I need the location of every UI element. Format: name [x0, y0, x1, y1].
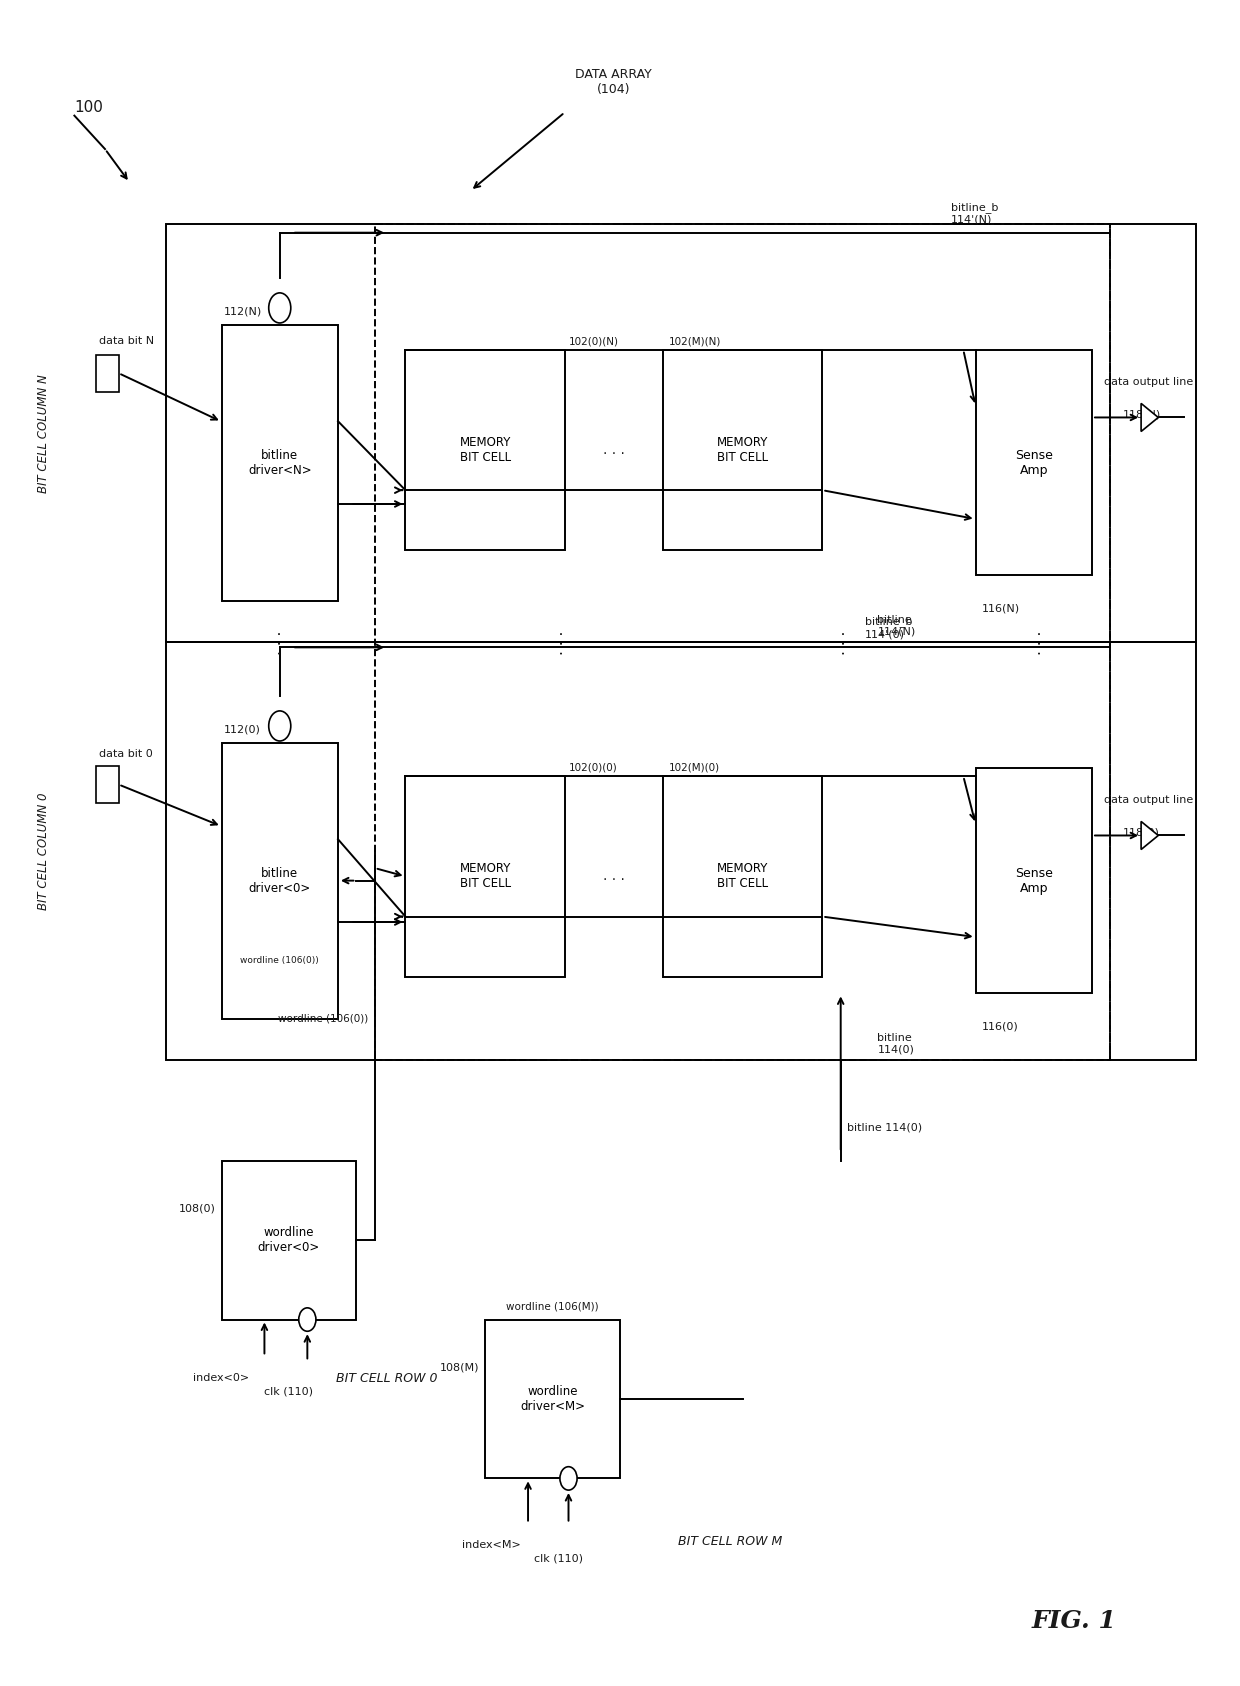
Text: 116(N): 116(N): [982, 604, 1019, 614]
Text: bitline
114(0): bitline 114(0): [878, 1034, 914, 1054]
Text: data output line: data output line: [1105, 796, 1194, 806]
Bar: [485, 1320, 620, 1479]
Text: . . .: . . .: [269, 631, 284, 654]
Text: index<M>: index<M>: [461, 1541, 521, 1551]
Text: 102(M)(N): 102(M)(N): [670, 337, 722, 346]
Bar: [166, 642, 1197, 1060]
Polygon shape: [1141, 821, 1158, 850]
Text: bitline_b
114'(N): bitline_b 114'(N): [951, 202, 998, 224]
Bar: [976, 349, 1092, 575]
Polygon shape: [1141, 403, 1158, 432]
Text: . . .: . . .: [833, 631, 848, 654]
Text: . . .: . . .: [603, 443, 625, 457]
Text: FIG. 1: FIG. 1: [1032, 1608, 1116, 1632]
Text: . . .: . . .: [552, 631, 567, 654]
Circle shape: [269, 293, 291, 324]
Bar: [97, 354, 119, 391]
Text: bitline_b
114'(0): bitline_b 114'(0): [866, 617, 913, 639]
Text: Sense
Amp: Sense Amp: [1014, 867, 1053, 895]
Text: MEMORY
BIT CELL: MEMORY BIT CELL: [717, 863, 769, 890]
Text: 108(M): 108(M): [439, 1362, 479, 1372]
Text: bitline
114(N): bitline 114(N): [878, 615, 915, 636]
Text: data bit N: data bit N: [99, 337, 154, 346]
Text: wordline
driver<0>: wordline driver<0>: [258, 1226, 320, 1254]
Bar: [222, 1160, 356, 1320]
Text: clk (110): clk (110): [264, 1386, 314, 1396]
Text: data output line: data output line: [1105, 378, 1194, 388]
Bar: [222, 325, 339, 600]
Text: MEMORY
BIT CELL: MEMORY BIT CELL: [717, 437, 769, 464]
Bar: [166, 224, 1197, 642]
Circle shape: [269, 711, 291, 742]
Text: 118(0): 118(0): [1122, 828, 1159, 838]
Circle shape: [560, 1467, 577, 1490]
Text: 100: 100: [74, 99, 103, 115]
Text: clk (110): clk (110): [534, 1554, 583, 1563]
Text: . . .: . . .: [603, 870, 625, 883]
Text: MEMORY
BIT CELL: MEMORY BIT CELL: [460, 437, 511, 464]
Text: wordline (106(0)): wordline (106(0)): [241, 956, 319, 964]
Text: 108(0): 108(0): [179, 1204, 216, 1214]
Text: 102(M)(0): 102(M)(0): [670, 762, 720, 772]
Text: BIT CELL ROW 0: BIT CELL ROW 0: [336, 1372, 438, 1384]
Text: Sense
Amp: Sense Amp: [1014, 448, 1053, 477]
Circle shape: [299, 1308, 316, 1332]
Bar: [663, 776, 822, 976]
Text: wordline (106(M)): wordline (106(M)): [506, 1302, 599, 1312]
Text: index<0>: index<0>: [193, 1372, 249, 1383]
Text: BIT CELL ROW M: BIT CELL ROW M: [678, 1536, 782, 1548]
Bar: [97, 765, 119, 803]
Text: 102(0)(N): 102(0)(N): [568, 337, 619, 346]
Text: 102(0)(0): 102(0)(0): [568, 762, 618, 772]
Bar: [222, 742, 339, 1018]
Text: wordline (106(0)): wordline (106(0)): [279, 1013, 368, 1023]
Bar: [374, 224, 1111, 1060]
Text: 112(0): 112(0): [224, 725, 260, 735]
Bar: [405, 349, 565, 550]
Text: 116(0): 116(0): [982, 1022, 1018, 1032]
Text: . . .: . . .: [1029, 631, 1044, 654]
Text: bitline 114(0): bitline 114(0): [847, 1123, 923, 1133]
Text: 118(N): 118(N): [1122, 410, 1161, 420]
Text: bitline
driver<0>: bitline driver<0>: [249, 867, 311, 895]
Bar: [663, 349, 822, 550]
Text: data bit 0: data bit 0: [99, 749, 153, 759]
Text: DATA ARRAY
(104): DATA ARRAY (104): [575, 67, 652, 96]
Text: wordline
driver<M>: wordline driver<M>: [520, 1384, 585, 1413]
Text: BIT CELL COLUMN 0: BIT CELL COLUMN 0: [37, 792, 51, 910]
Text: MEMORY
BIT CELL: MEMORY BIT CELL: [460, 863, 511, 890]
Text: 112(N): 112(N): [224, 307, 262, 317]
Text: BIT CELL COLUMN N: BIT CELL COLUMN N: [37, 374, 51, 492]
Bar: [405, 776, 565, 976]
Bar: [976, 767, 1092, 993]
Text: bitline
driver<N>: bitline driver<N>: [248, 448, 311, 477]
